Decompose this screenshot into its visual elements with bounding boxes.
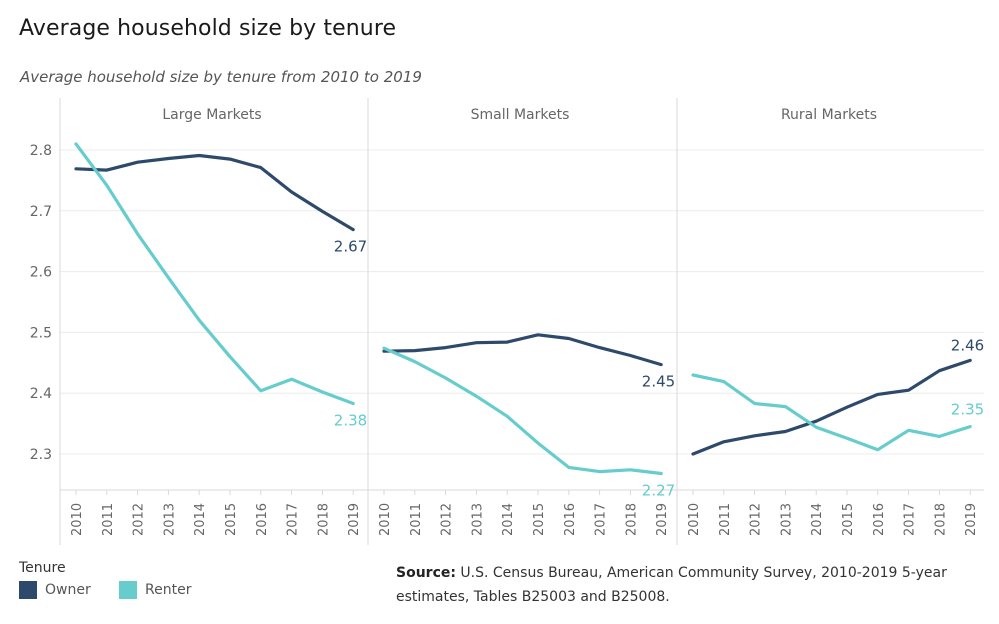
legend-item-renter: Renter [119, 580, 191, 600]
legend-swatch-renter [119, 581, 137, 599]
y-tick-label: 2.5 [30, 325, 52, 341]
end-label-owner: 2.46 [951, 336, 984, 354]
x-tick-label: 2011 [101, 503, 116, 536]
x-tick-label: 2019 [347, 503, 362, 536]
x-tick-label: 2015 [224, 503, 239, 536]
x-tick-label: 2014 [193, 503, 208, 536]
x-tick-label: 2010 [378, 503, 393, 536]
x-tick-label: 2016 [872, 503, 887, 536]
end-label-owner: 2.67 [334, 238, 367, 256]
legend-label-owner: Owner [45, 582, 91, 598]
chart-subtitle: Average household size by tenure from 20… [20, 68, 422, 86]
x-tick-label: 2015 [841, 503, 856, 536]
end-label-renter: 2.35 [951, 401, 984, 419]
x-tick-label: 2016 [563, 503, 578, 536]
x-tick-label: 2017 [594, 503, 609, 536]
y-tick-label: 2.6 [30, 265, 52, 281]
end-label-owner: 2.45 [642, 373, 675, 391]
x-tick-label: 2018 [316, 503, 331, 536]
x-tick-label: 2014 [810, 503, 825, 536]
panel-title: Large Markets [162, 107, 261, 123]
end-label-renter: 2.38 [334, 412, 367, 430]
series-line-renter [74, 142, 355, 406]
series-line-owner [382, 333, 663, 367]
series-line-renter [382, 346, 663, 476]
panel-title: Small Markets [471, 107, 570, 123]
legend-item-owner: Owner [19, 580, 91, 600]
x-tick-label: 2012 [749, 503, 764, 536]
panel-title: Rural Markets [781, 107, 877, 123]
source-text: U.S. Census Bureau, American Community S… [396, 565, 947, 605]
x-tick-label: 2017 [903, 503, 918, 536]
source-label: Source: [396, 565, 456, 581]
series-line-renter [691, 373, 972, 452]
x-tick-label: 2016 [255, 503, 270, 536]
legend-title: Tenure [19, 560, 66, 576]
x-tick-label: 2019 [655, 503, 670, 536]
x-tick-label: 2017 [286, 503, 301, 536]
x-tick-label: 2014 [501, 503, 516, 536]
legend-swatch-owner [19, 581, 37, 599]
x-tick-label: 2011 [409, 503, 424, 536]
y-tick-label: 2.4 [30, 386, 52, 402]
end-label-renter: 2.27 [642, 481, 675, 499]
x-tick-label: 2010 [70, 503, 85, 536]
x-tick-label: 2010 [687, 503, 702, 536]
y-tick-label: 2.3 [30, 447, 52, 463]
x-tick-label: 2013 [779, 503, 794, 536]
x-tick-label: 2018 [933, 503, 948, 536]
chart-title: Average household size by tenure [19, 16, 397, 41]
x-tick-label: 2013 [162, 503, 177, 536]
x-tick-label: 2012 [132, 503, 147, 536]
series-line-owner [74, 153, 355, 232]
x-tick-label: 2018 [624, 503, 639, 536]
y-tick-label: 2.8 [30, 143, 52, 159]
legend-label-renter: Renter [145, 582, 192, 598]
source-note: Source: U.S. Census Bureau, American Com… [396, 561, 976, 609]
line-chart: 2.3 2.4 2.5 2.6 2.7 2.8 Large Markets 2010 2011 2… [30, 98, 984, 545]
x-tick-label: 2012 [440, 503, 455, 536]
series-line-owner [691, 358, 972, 456]
x-tick-label: 2015 [532, 503, 547, 536]
x-tick-label: 2013 [470, 503, 485, 536]
x-tick-label: 2011 [718, 503, 733, 536]
x-tick-label: 2019 [964, 503, 979, 536]
y-tick-label: 2.7 [30, 204, 52, 220]
